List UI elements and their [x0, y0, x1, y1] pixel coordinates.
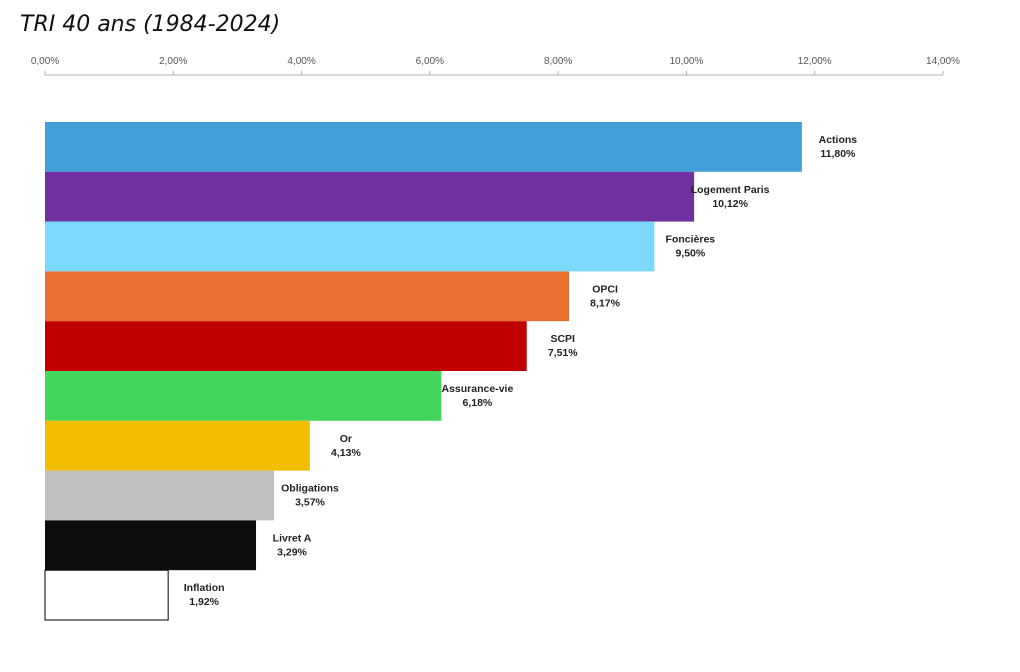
bar-value-label: 3,29%: [277, 546, 307, 558]
bar-value-label: 1,92%: [189, 596, 219, 608]
bar-value-label: 6,18%: [463, 397, 493, 409]
x-axis-ticks: 0,00% 2,00% 4,00% 6,00% 8,00% 10,00% 12,00% 14,…: [31, 56, 960, 75]
bar-obligations: [45, 470, 274, 521]
bar-category-label: Inflation: [184, 582, 225, 594]
bar-assurance-vie: [45, 371, 442, 421]
bar-fonci-res: [45, 221, 655, 272]
bar-category-label: Obligations: [281, 483, 339, 495]
bar-actions: [45, 122, 802, 172]
bar-category-label: Livret A: [273, 532, 312, 544]
bar-value-label: 7,51%: [548, 347, 578, 359]
bar-value-label: 11,80%: [820, 148, 856, 160]
x-tick-label: 8,00%: [544, 56, 572, 67]
bar-inflation: [44, 569, 169, 621]
bar-value-label: 9,50%: [675, 248, 705, 260]
bar-category-label: Assurance-vie: [442, 383, 514, 395]
x-tick-label: 12,00%: [798, 56, 832, 67]
bar-value-label: 4,13%: [331, 447, 361, 459]
x-tick-label: 4,00%: [287, 56, 315, 67]
bar-category-label: OPCI: [592, 283, 618, 295]
x-tick-label: 14,00%: [926, 56, 960, 67]
bar-scpi: [45, 321, 527, 371]
bar-livret-a: [45, 520, 257, 571]
bar-category-label: Logement Paris: [691, 184, 770, 196]
x-tick-label: 2,00%: [159, 56, 187, 67]
bars: [44, 122, 802, 621]
bar-or: [45, 420, 310, 471]
bar-value-label: 10,12%: [712, 198, 748, 210]
bar-value-label: 8,17%: [590, 297, 620, 309]
bar-value-label: 3,57%: [295, 497, 325, 509]
bar-category-label: Or: [340, 433, 352, 445]
bar-category-label: SCPI: [550, 333, 575, 345]
bar-category-label: Foncières: [666, 234, 716, 246]
x-tick-label: 10,00%: [669, 56, 703, 67]
x-tick-label: 6,00%: [416, 56, 444, 67]
bar-opci: [45, 271, 570, 322]
bar-labels: Actions 11,80% Logement Paris 10,12% Foncièr…: [184, 134, 858, 608]
bar-category-label: Actions: [819, 134, 858, 146]
chart-title: TRI 40 ans (1984-2024): [20, 12, 281, 37]
x-tick-label: 0,00%: [31, 56, 59, 67]
bar-logement-paris: [45, 171, 695, 222]
